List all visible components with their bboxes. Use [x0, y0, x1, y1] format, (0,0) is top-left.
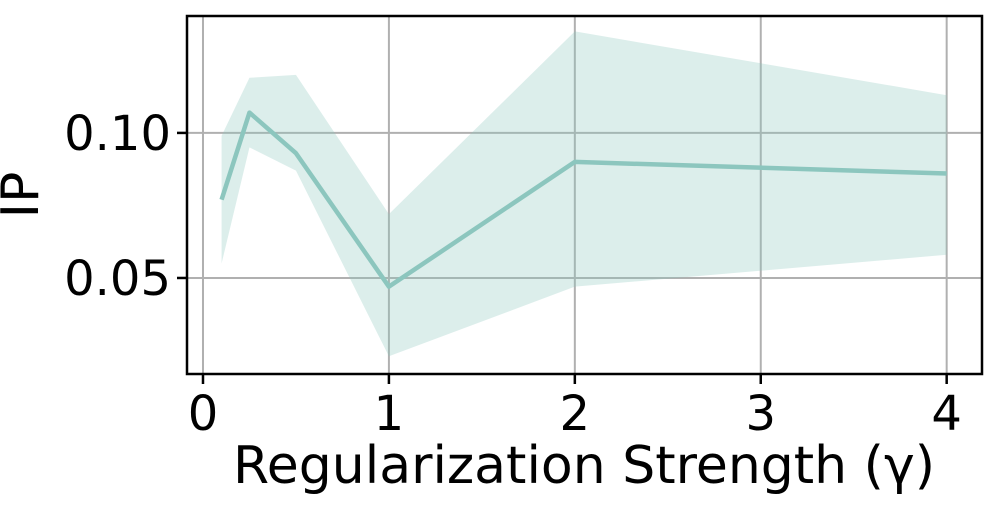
x-axis-label: Regularization Strength (γ)	[233, 436, 935, 496]
series-line	[219, 110, 947, 289]
y-tick-label: 0.05	[64, 251, 171, 307]
x-tick-label: 3	[745, 386, 776, 442]
gridlines	[187, 16, 982, 374]
x-tick-label: 0	[188, 386, 219, 442]
x-tick-label: 2	[560, 386, 591, 442]
axis-ticks	[177, 131, 948, 384]
tick-labels: 0 1 2 3 4 0.05 0.10	[64, 106, 962, 442]
x-tick-label: 1	[374, 386, 405, 442]
y-tick-label: 0.10	[64, 106, 171, 162]
confidence-band	[221, 31, 947, 357]
data-line	[219, 110, 947, 289]
x-tick-label: 4	[931, 386, 962, 442]
y-axis-label: IP	[0, 172, 51, 219]
axes-spines	[185, 14, 984, 376]
confidence-band-area	[221, 31, 947, 357]
plot-frame	[185, 14, 984, 376]
